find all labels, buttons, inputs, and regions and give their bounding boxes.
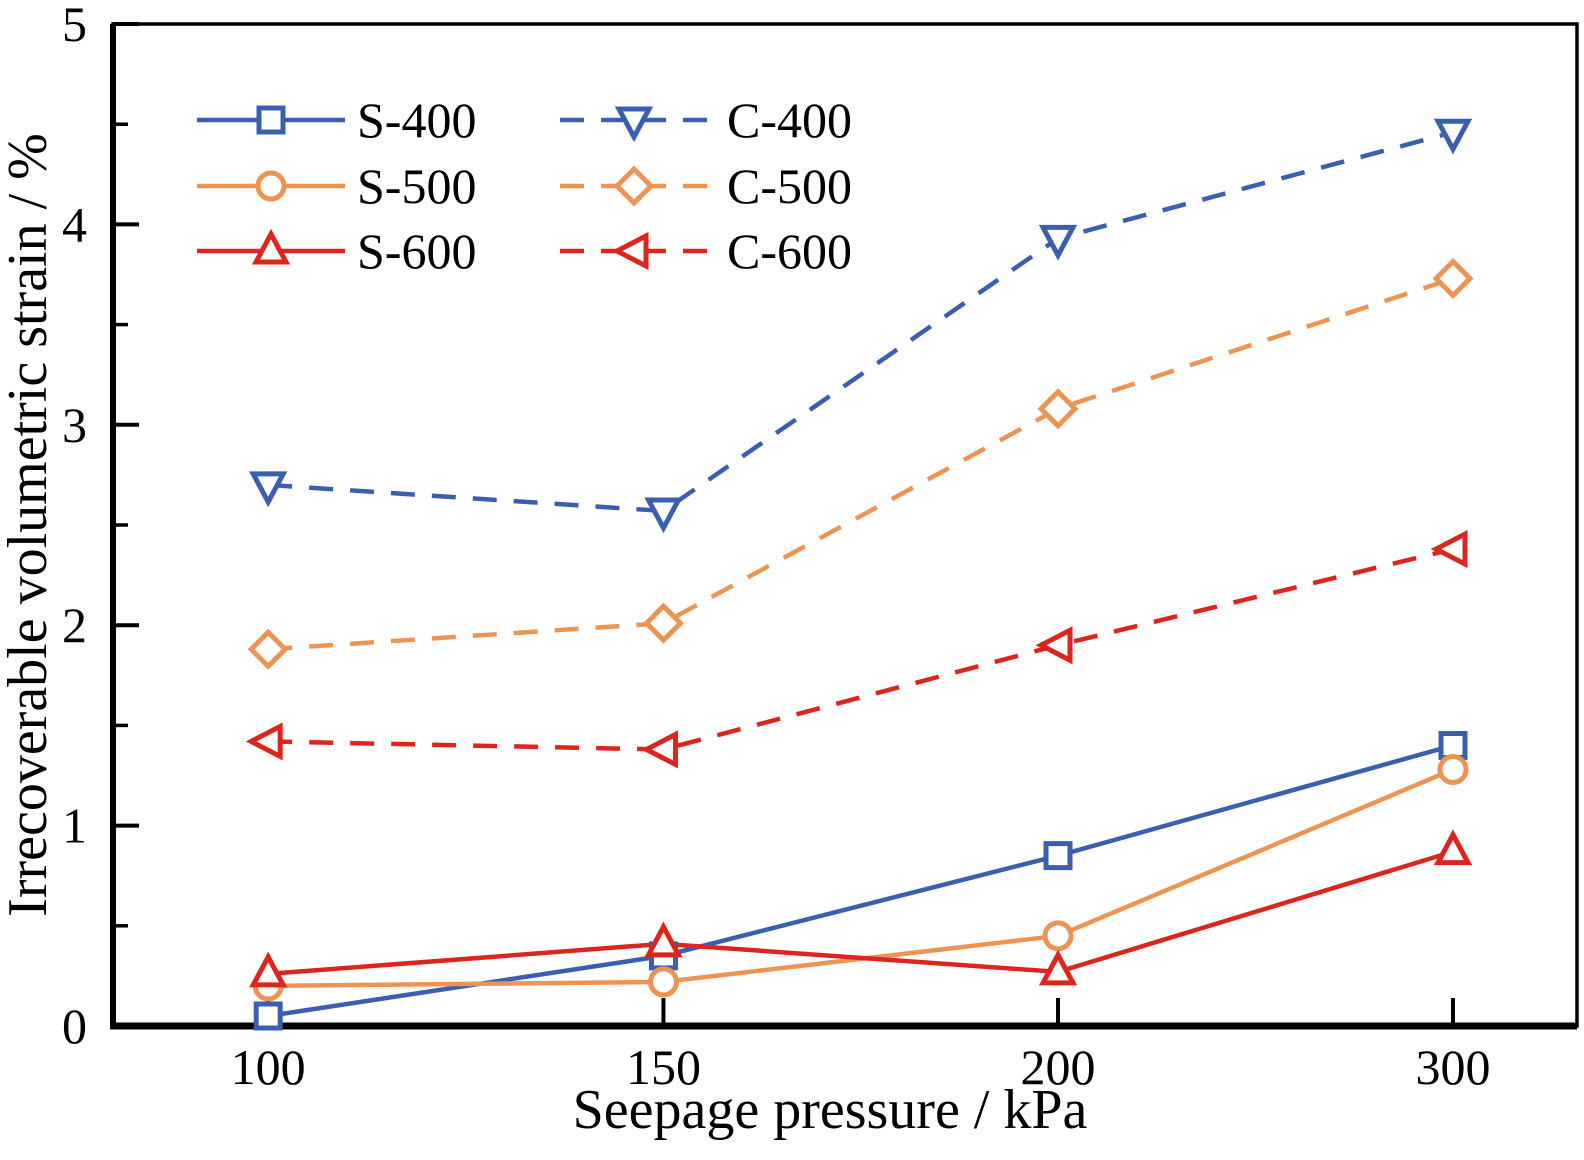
legend-item-s-400: S-400 xyxy=(197,92,476,148)
y-tick-label: 4 xyxy=(62,196,87,252)
legend-item-s-500: S-500 xyxy=(197,158,476,214)
legend-label: C-600 xyxy=(727,223,852,279)
series-line-c-500 xyxy=(268,276,1454,652)
marker-triangle-up xyxy=(644,921,683,958)
series-line-s-500 xyxy=(268,767,1454,989)
marker-triangle-left xyxy=(1035,626,1073,665)
y-axis-title: Irrecoverable volumetric strain / % xyxy=(0,133,59,917)
series-line-c-400 xyxy=(268,130,1454,514)
legend-item-c-500: C-500 xyxy=(560,158,852,214)
marker-square xyxy=(256,105,286,135)
marker-triangle-up xyxy=(251,228,291,265)
marker-triangle-left xyxy=(245,722,283,761)
x-axis-title: Seepage pressure / kPa xyxy=(573,1079,1088,1141)
y-tick-label: 0 xyxy=(62,998,87,1054)
marker-triangle-down xyxy=(249,471,288,508)
marker-diamond xyxy=(1037,388,1079,430)
marker-diamond xyxy=(1432,257,1474,300)
y-tick-label: 5 xyxy=(62,0,87,52)
series-line-c-600 xyxy=(268,546,1454,752)
marker-diamond xyxy=(642,602,684,644)
marker-triangle-up xyxy=(1433,829,1473,866)
marker-circle xyxy=(1042,920,1074,952)
marker-triangle-down xyxy=(1433,118,1473,155)
x-tick-label: 100 xyxy=(231,1039,306,1095)
marker-triangle-down xyxy=(614,106,654,143)
marker-diamond xyxy=(247,628,289,670)
marker-triangle-down xyxy=(1038,224,1078,261)
marker-circle xyxy=(255,170,287,202)
legend-label: S-600 xyxy=(357,223,476,279)
marker-triangle-left xyxy=(1430,529,1468,569)
marker-triangle-up xyxy=(249,951,288,988)
legend-item-s-600: S-600 xyxy=(197,223,476,279)
marker-square xyxy=(1438,730,1468,760)
legend-label: S-500 xyxy=(357,158,476,214)
marker-diamond xyxy=(613,165,655,207)
x-tick-label: 300 xyxy=(1415,1039,1490,1095)
legend-label: C-400 xyxy=(727,92,852,148)
y-tick-label: 3 xyxy=(62,397,87,453)
legend-item-c-600: C-600 xyxy=(560,223,852,279)
y-tick-label: 1 xyxy=(62,798,87,854)
series-line-s-400 xyxy=(267,743,1454,1019)
marker-triangle-left xyxy=(641,730,678,769)
x-tick-label: 200 xyxy=(1021,1039,1096,1095)
marker-circle xyxy=(647,966,679,998)
x-tick-label: 150 xyxy=(626,1039,701,1095)
marker-square xyxy=(253,1001,283,1031)
marker-circle xyxy=(1437,753,1469,785)
marker-triangle-down xyxy=(644,497,683,534)
legend-item-c-400: C-400 xyxy=(560,92,852,148)
marker-triangle-left xyxy=(611,231,649,271)
legend-label: C-500 xyxy=(727,158,852,214)
y-tick-label: 2 xyxy=(62,597,87,653)
legend-label: S-400 xyxy=(357,92,476,148)
marker-square xyxy=(1043,841,1073,871)
marker-triangle-up xyxy=(1038,949,1078,986)
series-line-s-600 xyxy=(268,849,1454,977)
plot-area: 0 1 2 3 4 5 100 150 200 300 S-400 S-500 S-600 C-400 C-… xyxy=(62,0,1579,1095)
